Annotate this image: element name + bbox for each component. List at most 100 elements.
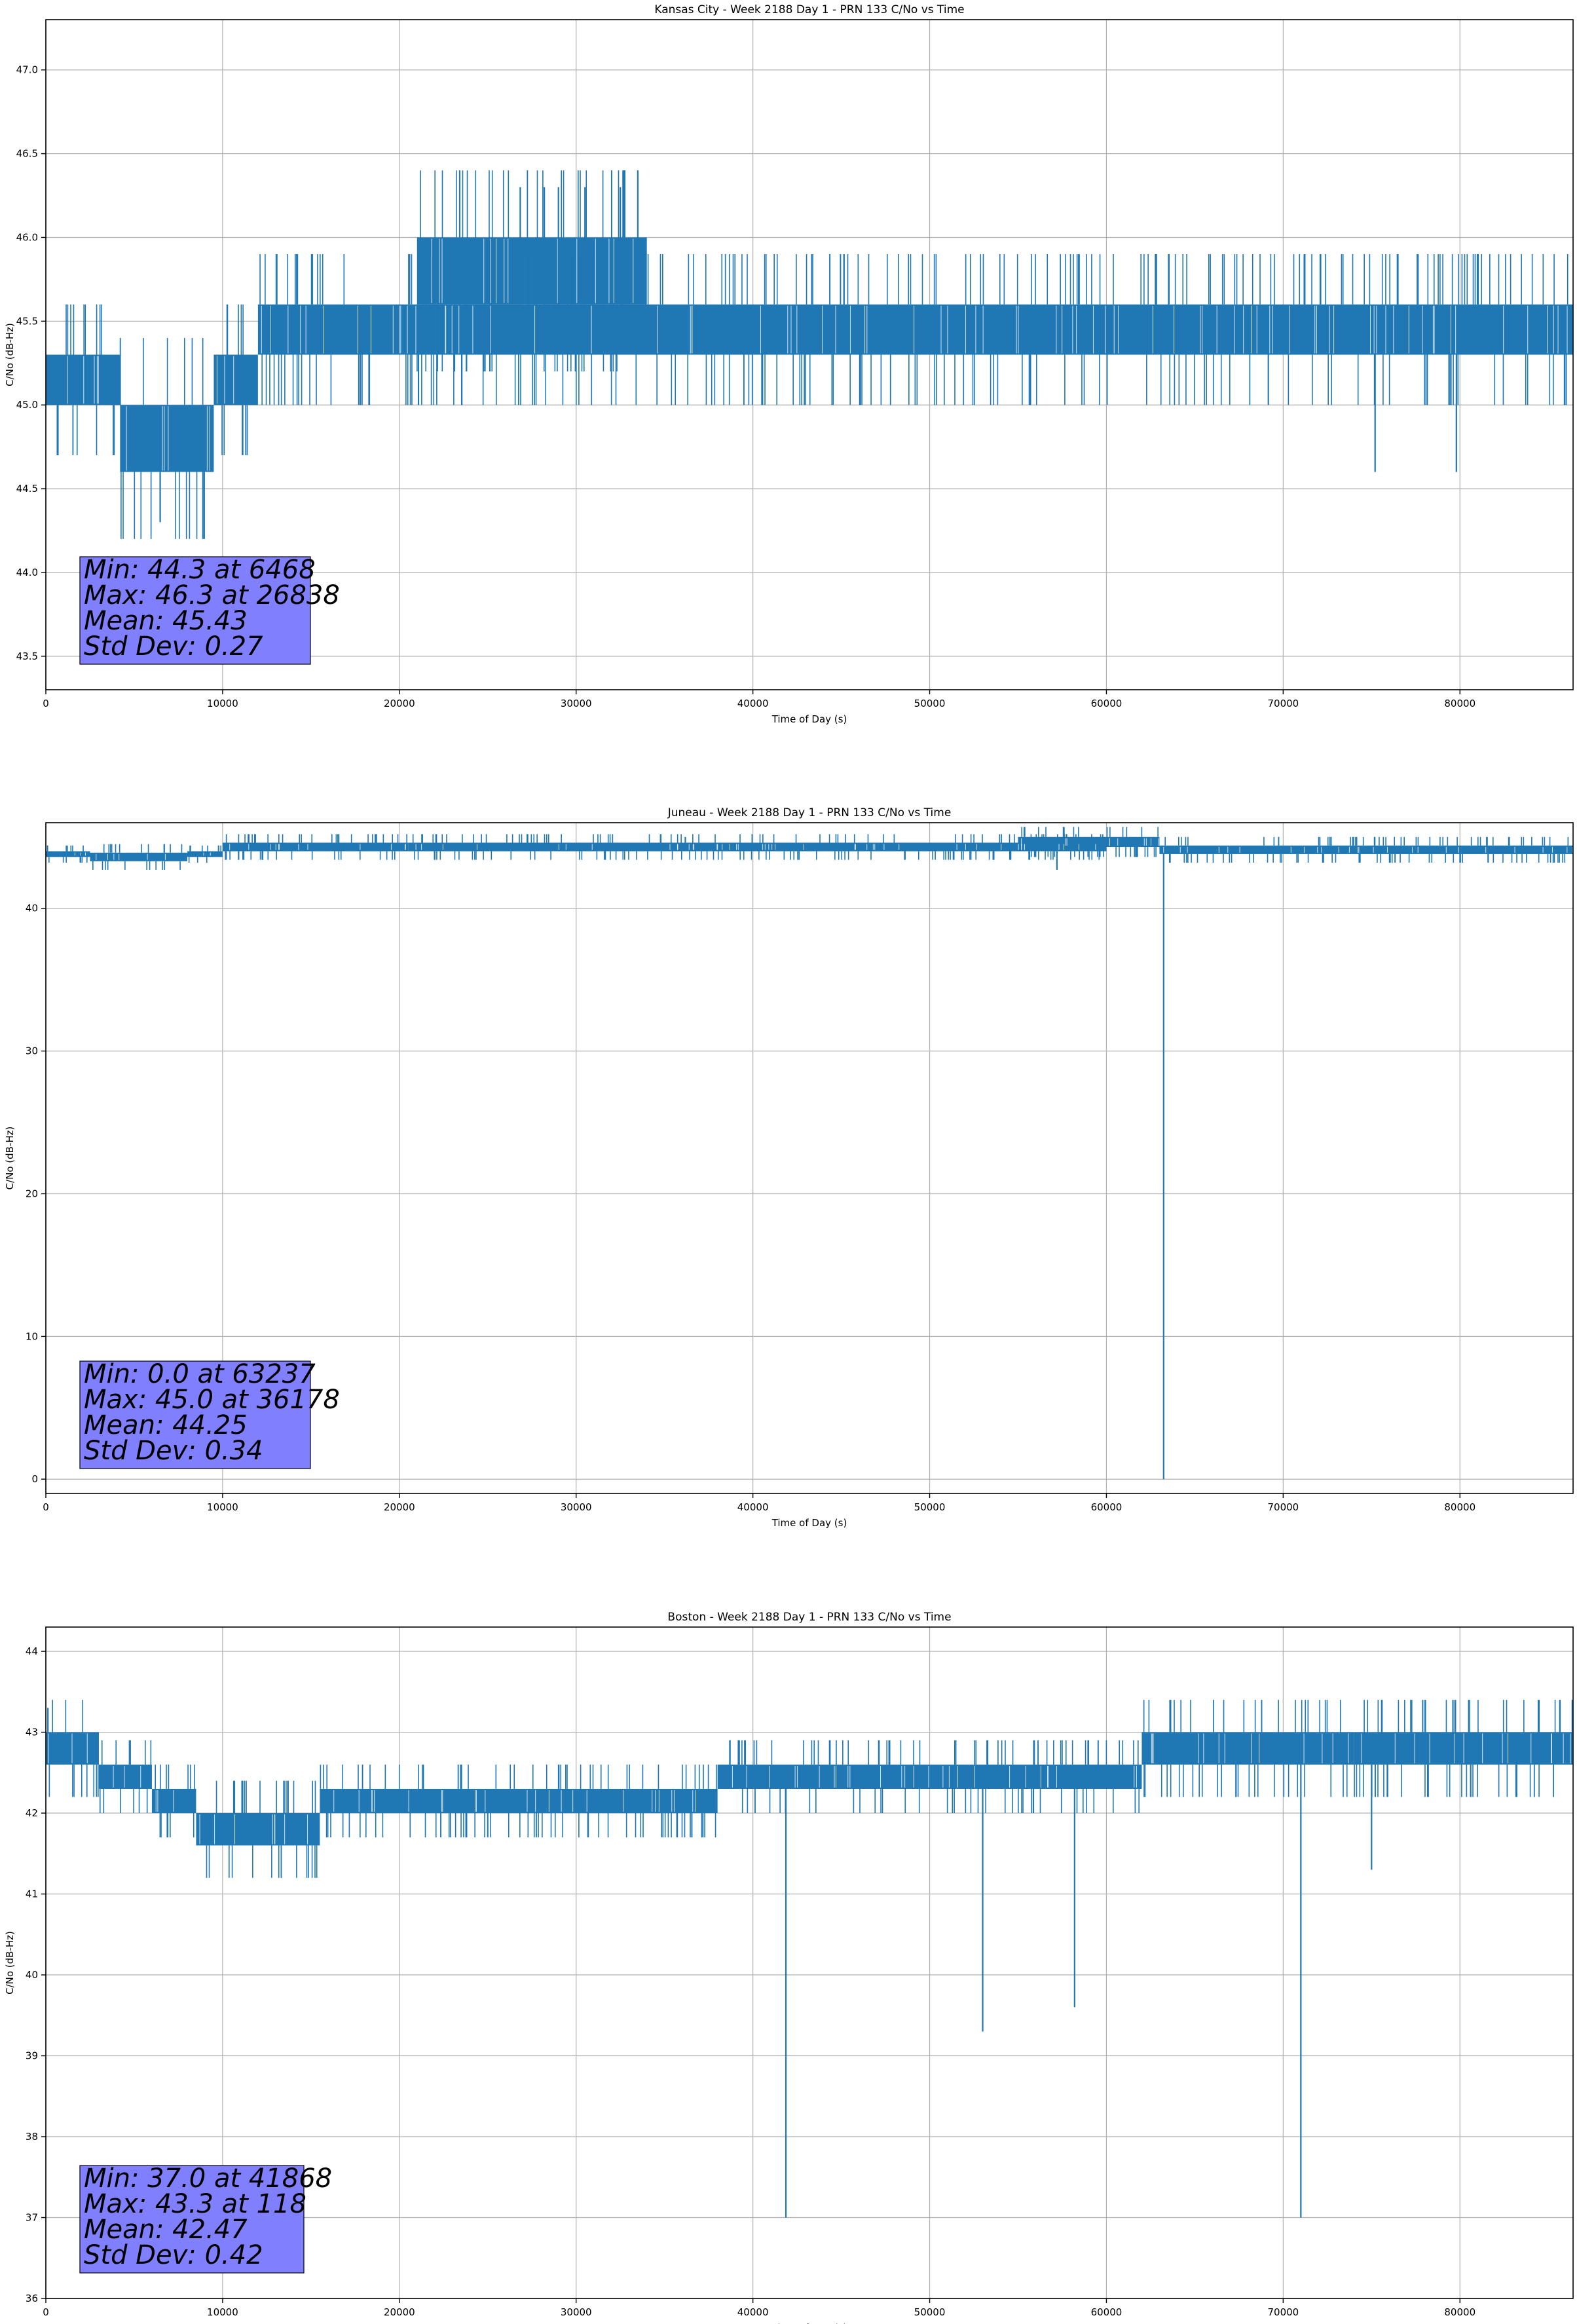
x-tick-label: 0 (43, 2306, 49, 2318)
y-tick-label: 36 (26, 2293, 38, 2304)
signal-band (120, 405, 214, 472)
x-tick-label: 60000 (1091, 698, 1122, 709)
y-tick-label: 46.0 (16, 231, 38, 243)
signal-band (196, 1813, 320, 1846)
x-tick-label: 80000 (1444, 2306, 1475, 2318)
stats-box (79, 2165, 305, 2274)
stats-box (79, 1360, 311, 1469)
stats-std: Std Dev: 0.42 (84, 2240, 263, 2270)
chart-title: Boston - Week 2188 Day 1 - PRN 133 C/No … (667, 1611, 951, 1624)
x-tick-label: 0 (43, 698, 49, 709)
stats-max: Max: 45.0 at 36178 (84, 1385, 340, 1415)
plot-frame (45, 1626, 1574, 2299)
stats-min: Min: 44.3 at 6468 (84, 555, 316, 585)
stats-mean: Mean: 45.43 (84, 606, 248, 636)
x-axis-label: Time of Day (s) (771, 1517, 847, 1529)
stats-max: Max: 43.3 at 118 (84, 2189, 306, 2219)
y-tick-label: 20 (26, 1188, 38, 1199)
y-tick-label: 40 (26, 903, 38, 914)
x-tick-label: 30000 (561, 2306, 592, 2318)
x-tick-label: 50000 (914, 698, 946, 709)
series-group (46, 170, 1573, 539)
signal-band (1141, 1732, 1354, 1765)
stats-box (79, 556, 311, 665)
x-tick-label: 70000 (1267, 698, 1299, 709)
y-tick-label: 37 (26, 2212, 38, 2224)
x-axis-label: Time of Day (s) (771, 2322, 847, 2324)
x-tick-label: 60000 (1091, 1501, 1122, 1513)
x-axis-label: Time of Day (s) (771, 713, 847, 725)
x-tick-label: 80000 (1444, 1501, 1475, 1513)
plot-frame (45, 822, 1574, 1494)
signal-band (90, 852, 187, 861)
x-tick-label: 20000 (384, 698, 415, 709)
y-tick-label: 38 (26, 2131, 38, 2143)
x-tick-label: 40000 (737, 1501, 769, 1513)
stats-max: Max: 46.3 at 26838 (84, 580, 340, 610)
juneau-panel: 0 10000 20000 30000 40000 50000 60000 70000 8000… (4, 806, 1574, 1529)
y-axis-label: C/No (dB-Hz) (4, 1931, 16, 1995)
y-tick-label: 45.0 (16, 399, 38, 411)
signal-band (213, 354, 258, 405)
chart-title: Juneau - Week 2188 Day 1 - PRN 133 C/No … (667, 806, 952, 819)
y-tick-label: 41 (26, 1888, 38, 1900)
x-tick-label: 60000 (1091, 2306, 1122, 2318)
x-tick-label: 20000 (384, 1501, 415, 1513)
y-tick-label: 44.5 (16, 483, 38, 495)
chart-title: Kansas City - Week 2188 Day 1 - PRN 133 … (654, 3, 964, 16)
y-tick-label: 47.0 (16, 64, 38, 76)
y-tick-label: 40 (26, 1969, 38, 1981)
signal-band (222, 842, 409, 852)
x-tick-label: 80000 (1444, 698, 1475, 709)
stats-mean: Mean: 44.25 (84, 1410, 248, 1440)
x-tick-label: 50000 (914, 1501, 946, 1513)
signal-band (408, 842, 1107, 852)
signal-band (1159, 845, 1573, 854)
signal-band (257, 304, 1573, 355)
y-tick-label: 42 (26, 1807, 38, 1819)
x-tick-label: 20000 (384, 2306, 415, 2318)
x-tick-label: 70000 (1267, 1501, 1299, 1513)
y-tick-label: 46.5 (16, 148, 38, 160)
plot-frame (45, 19, 1574, 690)
stats-mean: Mean: 42.47 (84, 2215, 248, 2245)
x-tick-label: 40000 (737, 698, 769, 709)
signal-band (151, 1788, 196, 1814)
signal-band (187, 851, 223, 857)
y-tick-label: 45.5 (16, 315, 38, 327)
y-tick-label: 30 (26, 1045, 38, 1057)
x-tick-label: 50000 (914, 2306, 946, 2318)
y-tick-label: 43.5 (16, 650, 38, 662)
signal-band (717, 1764, 1142, 1789)
signal-band (46, 851, 90, 857)
kansas-city-panel: 0 10000 20000 30000 40000 50000 60000 70000 8000… (4, 3, 1574, 725)
signal-band (1018, 836, 1160, 848)
boston-panel: 0 10000 20000 30000 40000 50000 60000 70000 8000… (4, 1611, 1574, 2324)
y-axis-label: C/No (dB-Hz) (4, 1127, 16, 1190)
x-tick-label: 70000 (1267, 2306, 1299, 2318)
stats-min: Min: 0.0 at 63237 (84, 1359, 316, 1389)
signal-band (46, 354, 121, 405)
series-group (46, 1700, 1573, 2218)
y-tick-label: 44 (26, 1645, 38, 1657)
x-tick-label: 10000 (207, 1501, 238, 1513)
y-tick-label: 44.0 (16, 567, 38, 578)
y-tick-label: 10 (26, 1330, 38, 1342)
x-tick-label: 10000 (207, 2306, 238, 2318)
x-tick-label: 30000 (561, 1501, 592, 1513)
y-tick-label: 39 (26, 2050, 38, 2062)
signal-band (417, 237, 647, 305)
y-tick-label: 0 (31, 1473, 38, 1485)
stats-std: Std Dev: 0.34 (84, 1436, 263, 1466)
signal-band (98, 1764, 152, 1789)
signal-band (320, 1788, 718, 1814)
stats-min: Min: 37.0 at 41868 (84, 2164, 332, 2194)
series-group (46, 827, 1573, 1480)
x-tick-label: 30000 (561, 698, 592, 709)
stats-std: Std Dev: 0.27 (84, 631, 263, 662)
x-tick-label: 40000 (737, 2306, 769, 2318)
x-tick-label: 0 (43, 1501, 49, 1513)
y-tick-label: 43 (26, 1727, 38, 1738)
y-axis-label: C/No (dB-Hz) (4, 323, 16, 386)
